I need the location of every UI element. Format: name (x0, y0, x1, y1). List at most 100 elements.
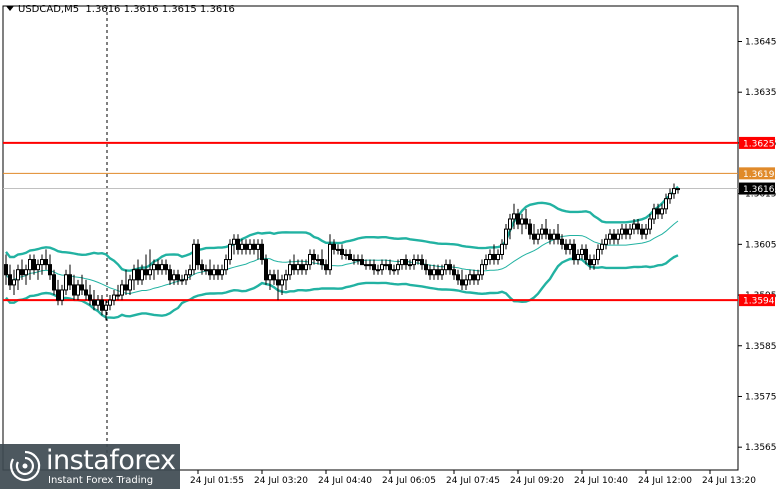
time-tick-label: 24 Jul 09:20 (510, 476, 564, 486)
candle (648, 213, 652, 235)
candle (72, 274, 76, 301)
candle-body (184, 274, 188, 281)
candle (84, 279, 88, 301)
candle-body (660, 208, 664, 215)
time-tick-label: 24 Jul 04:40 (318, 476, 372, 486)
candle (96, 295, 100, 311)
candle (356, 254, 360, 265)
candle-body (212, 269, 216, 276)
candle (52, 269, 56, 296)
price-badge (739, 167, 775, 180)
candle (516, 208, 520, 230)
candle (528, 218, 532, 240)
candle (572, 239, 576, 265)
candle (20, 259, 24, 280)
candle (560, 234, 564, 250)
candle-body (340, 248, 344, 255)
candle-body (112, 294, 116, 301)
candle-body (96, 299, 100, 306)
candle-body (264, 259, 268, 281)
candle (288, 259, 292, 280)
candle-body (108, 299, 112, 306)
candle-body (128, 279, 132, 291)
candle-body (32, 259, 36, 271)
candle (644, 224, 648, 240)
candle (584, 244, 588, 265)
candle (136, 259, 140, 285)
candle-body (612, 233, 616, 240)
time-tick-label: 24 Jul 03:20 (254, 476, 308, 486)
candle (568, 239, 572, 255)
candle-body (508, 218, 512, 230)
candle-body (392, 269, 396, 272)
candle-body (12, 279, 16, 286)
candle (352, 254, 356, 265)
candle (296, 259, 300, 275)
candle-body (516, 213, 520, 225)
candle-body (564, 243, 568, 250)
candle-body (604, 238, 608, 245)
candle (580, 244, 584, 260)
candle (76, 279, 80, 301)
candle-body (248, 243, 252, 250)
candle (8, 264, 12, 290)
candle-body (276, 279, 280, 286)
candle-body (284, 274, 288, 281)
candle-body (280, 279, 284, 286)
candle (248, 239, 252, 255)
candle-body (460, 279, 464, 286)
logo-dot (22, 463, 28, 469)
level-lines (3, 141, 738, 302)
time-tick-label: 24 Jul 13:20 (702, 476, 756, 486)
candle-body (600, 243, 604, 250)
candle (244, 239, 248, 255)
candle-body (456, 274, 460, 281)
candle (64, 269, 68, 296)
price-badge (739, 136, 775, 149)
lower-band-line (5, 254, 679, 320)
chevron-down-icon[interactable] (6, 6, 14, 11)
candle (176, 269, 180, 285)
candle-body (524, 218, 528, 225)
candle (336, 244, 340, 255)
candle (608, 229, 612, 245)
candle-body (176, 274, 180, 281)
candle-body (416, 259, 420, 262)
price-badge (739, 294, 775, 307)
candle-body (24, 269, 28, 276)
candle (412, 254, 416, 270)
candle-body (48, 264, 52, 276)
price-tick-label: 1.3575 (745, 392, 777, 402)
candle-body (440, 269, 444, 276)
candle-body (608, 233, 612, 240)
candle (552, 229, 556, 245)
candle-body (216, 269, 220, 276)
candle (384, 259, 388, 270)
candle-body (676, 188, 680, 191)
candle (512, 203, 516, 230)
candle-body (592, 259, 596, 266)
candle-body (104, 304, 108, 311)
candle-body (452, 269, 456, 276)
candle (256, 239, 260, 260)
candle (320, 249, 324, 270)
candle (192, 239, 196, 275)
price-tick-label: 1.3645 (745, 37, 777, 47)
candle-body (432, 269, 436, 276)
candle-body (380, 264, 384, 271)
candle (372, 259, 376, 275)
candle (204, 264, 208, 275)
candle (252, 239, 256, 255)
time-tick-label: 24 Jul 10:40 (574, 476, 628, 486)
candle (132, 264, 136, 290)
candle (160, 259, 164, 275)
price-tick-label: 1.3635 (745, 88, 777, 98)
candle-body (400, 259, 404, 266)
candle (200, 259, 204, 275)
candle-body (76, 284, 80, 296)
candle (308, 249, 312, 270)
candle-body (636, 223, 640, 230)
candle (508, 213, 512, 240)
